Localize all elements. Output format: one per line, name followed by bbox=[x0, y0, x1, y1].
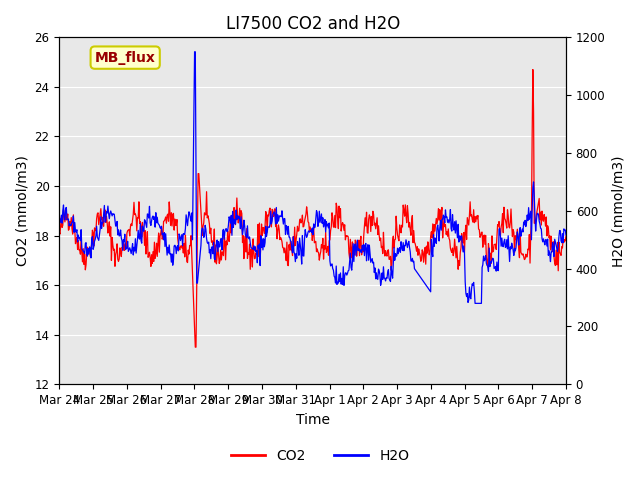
Y-axis label: CO2 (mmol/m3): CO2 (mmol/m3) bbox=[15, 156, 29, 266]
H2O bbox=[562, 232, 570, 238]
H2O bbox=[471, 300, 479, 306]
CO2 bbox=[390, 233, 397, 239]
Title: LI7500 CO2 and H2O: LI7500 CO2 and H2O bbox=[225, 15, 400, 33]
H2O bbox=[196, 258, 204, 264]
X-axis label: Time: Time bbox=[296, 413, 330, 427]
Line: CO2: CO2 bbox=[60, 70, 566, 347]
CO2 bbox=[196, 183, 204, 189]
CO2 bbox=[116, 249, 124, 254]
H2O bbox=[374, 266, 382, 272]
H2O bbox=[191, 49, 198, 55]
CO2 bbox=[168, 223, 176, 229]
CO2 bbox=[56, 229, 63, 235]
CO2 bbox=[374, 223, 382, 228]
Legend: CO2, H2O: CO2, H2O bbox=[225, 443, 415, 468]
H2O bbox=[116, 227, 124, 233]
H2O bbox=[65, 216, 72, 222]
H2O bbox=[56, 221, 63, 227]
Text: MB_flux: MB_flux bbox=[95, 50, 156, 65]
CO2 bbox=[562, 233, 570, 239]
Line: H2O: H2O bbox=[60, 52, 566, 303]
H2O bbox=[390, 259, 397, 264]
H2O bbox=[168, 251, 176, 257]
CO2 bbox=[65, 228, 72, 233]
CO2 bbox=[529, 67, 537, 72]
CO2 bbox=[191, 344, 199, 350]
Y-axis label: H2O (mmol/m3): H2O (mmol/m3) bbox=[611, 155, 625, 266]
